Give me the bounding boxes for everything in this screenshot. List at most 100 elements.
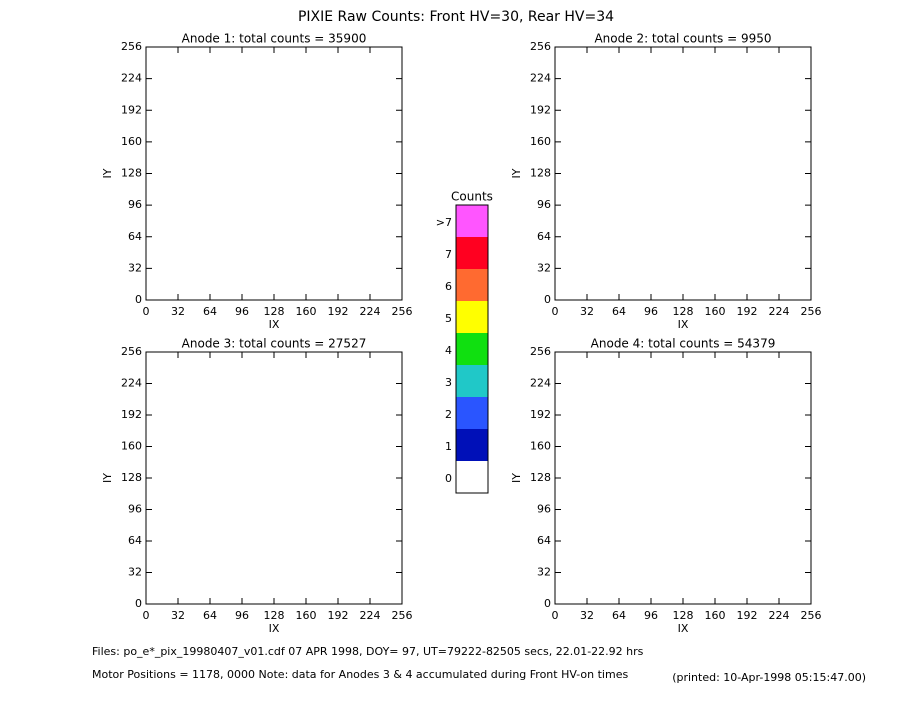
y-tick-label: 96 — [537, 198, 551, 211]
x-tick-label: 192 — [737, 305, 758, 318]
y-tick-label: 224 — [121, 377, 142, 390]
y-tick-label: 0 — [544, 293, 551, 306]
x-tick-label: 0 — [552, 305, 559, 318]
x-tick-label: 256 — [392, 305, 413, 318]
x-axis-label: IX — [269, 318, 280, 331]
y-tick-label: 32 — [128, 566, 142, 579]
x-tick-label: 32 — [580, 305, 594, 318]
y-tick-label: 32 — [537, 566, 551, 579]
x-tick-label: 224 — [360, 609, 381, 622]
x-tick-label: 128 — [264, 609, 285, 622]
colorbar-label: 0 — [445, 472, 452, 485]
x-tick-label: 32 — [171, 305, 185, 318]
plot-frame — [145, 351, 403, 605]
x-tick-label: 0 — [143, 305, 150, 318]
x-tick-label: 32 — [580, 609, 594, 622]
x-tick-label: 224 — [769, 609, 790, 622]
panel-title: Anode 4: total counts = 54379 — [591, 337, 776, 351]
panel-title: Anode 1: total counts = 35900 — [182, 32, 367, 46]
plot-frame — [554, 351, 812, 605]
y-tick-label: 224 — [530, 72, 551, 85]
x-tick-label: 160 — [296, 609, 317, 622]
y-axis-label: IY — [101, 168, 114, 178]
colorbar-swatch — [456, 205, 488, 237]
x-tick-label: 64 — [203, 305, 217, 318]
y-tick-label: 32 — [537, 261, 551, 274]
y-tick-label: 96 — [128, 503, 142, 516]
panel-title: Anode 2: total counts = 9950 — [594, 32, 771, 46]
footer-printed: (printed: 10-Apr-1998 05:15:47.00) — [672, 671, 866, 684]
y-tick-label: 128 — [121, 471, 142, 484]
x-tick-label: 256 — [801, 305, 822, 318]
x-tick-label: 160 — [705, 305, 726, 318]
x-tick-label: 160 — [296, 305, 317, 318]
y-tick-label: 224 — [121, 72, 142, 85]
x-tick-label: 160 — [705, 609, 726, 622]
y-tick-label: 192 — [121, 103, 142, 116]
x-tick-label: 0 — [552, 609, 559, 622]
y-tick-label: 0 — [544, 597, 551, 610]
x-tick-label: 256 — [392, 609, 413, 622]
x-axis-label: IX — [678, 622, 689, 635]
y-tick-label: 64 — [537, 534, 551, 547]
y-tick-label: 64 — [128, 534, 142, 547]
y-tick-label: 224 — [530, 377, 551, 390]
footer-motor: Motor Positions = 1178, 0000 Note: data … — [92, 668, 628, 681]
colorbar-label: 5 — [445, 312, 452, 325]
y-tick-label: 0 — [135, 293, 142, 306]
y-tick-label: 160 — [530, 440, 551, 453]
colorbar-label: 1 — [445, 440, 452, 453]
colorbar-label: 6 — [445, 280, 452, 293]
x-tick-label: 128 — [673, 609, 694, 622]
x-tick-label: 224 — [769, 305, 790, 318]
y-tick-label: 96 — [128, 198, 142, 211]
x-tick-label: 0 — [143, 609, 150, 622]
y-tick-label: 160 — [121, 440, 142, 453]
colorbar-swatch — [456, 237, 488, 269]
colorbar-swatch — [456, 365, 488, 397]
y-tick-label: 0 — [135, 597, 142, 610]
plot-frame — [145, 46, 403, 301]
y-tick-label: 64 — [537, 230, 551, 243]
x-tick-label: 224 — [360, 305, 381, 318]
colorbar-swatch — [456, 461, 488, 493]
colorbar-swatch — [456, 333, 488, 365]
x-tick-label: 192 — [737, 609, 758, 622]
x-tick-label: 128 — [264, 305, 285, 318]
y-tick-label: 128 — [121, 167, 142, 180]
y-axis-label: IY — [101, 473, 114, 483]
y-tick-label: 96 — [537, 503, 551, 516]
colorbar-label: >7 — [436, 216, 452, 229]
footer-files: Files: po_e*_pix_19980407_v01.cdf 07 APR… — [92, 645, 644, 658]
y-tick-label: 32 — [128, 261, 142, 274]
figure-title: PIXIE Raw Counts: Front HV=30, Rear HV=3… — [298, 9, 614, 25]
y-tick-label: 192 — [121, 408, 142, 421]
y-tick-label: 160 — [121, 135, 142, 148]
x-axis-label: IX — [269, 622, 280, 635]
y-tick-label: 192 — [530, 103, 551, 116]
colorbar-swatch — [456, 429, 488, 461]
plot-frame — [554, 46, 812, 301]
colorbar-frame — [455, 204, 489, 494]
y-tick-label: 192 — [530, 408, 551, 421]
x-tick-label: 64 — [612, 305, 626, 318]
x-tick-label: 256 — [801, 609, 822, 622]
x-tick-label: 96 — [644, 609, 658, 622]
colorbar-title: Counts — [451, 190, 493, 204]
x-tick-label: 32 — [171, 609, 185, 622]
panel-title: Anode 3: total counts = 27527 — [182, 337, 367, 351]
y-axis-label: IY — [510, 473, 523, 483]
y-tick-label: 128 — [530, 167, 551, 180]
y-tick-label: 64 — [128, 230, 142, 243]
x-tick-label: 96 — [235, 305, 249, 318]
y-tick-label: 160 — [530, 135, 551, 148]
y-tick-label: 256 — [121, 40, 142, 53]
x-tick-label: 64 — [612, 609, 626, 622]
colorbar-label: 7 — [445, 248, 452, 261]
colorbar-swatch — [456, 397, 488, 429]
colorbar-label: 2 — [445, 408, 452, 421]
colorbar-swatch — [456, 269, 488, 301]
y-tick-label: 256 — [121, 345, 142, 358]
